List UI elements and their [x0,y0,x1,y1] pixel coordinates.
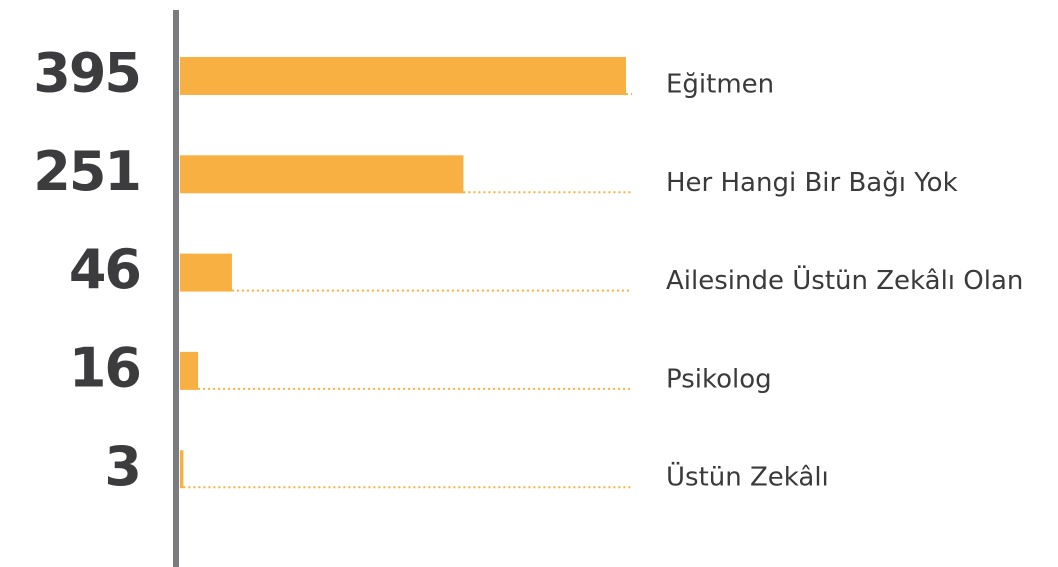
category-label: Üstün Zekâlı [666,461,829,493]
category-label: Ailesinde Üstün Zekâlı Olan [666,264,1023,296]
value-label: 251 [33,140,140,203]
value-label: 3 [104,435,140,498]
bar [180,253,232,292]
bar [180,57,626,95]
category-label: Her Hangi Bir Bağı Yok [666,168,958,198]
bar [180,351,199,390]
value-label: 395 [33,42,140,105]
bar [180,155,464,194]
bar [180,450,184,489]
category-label: Eğitmen [666,70,774,100]
category-label: Psikolog [666,364,772,394]
value-label: 16 [69,337,140,400]
value-label: 46 [69,238,140,301]
